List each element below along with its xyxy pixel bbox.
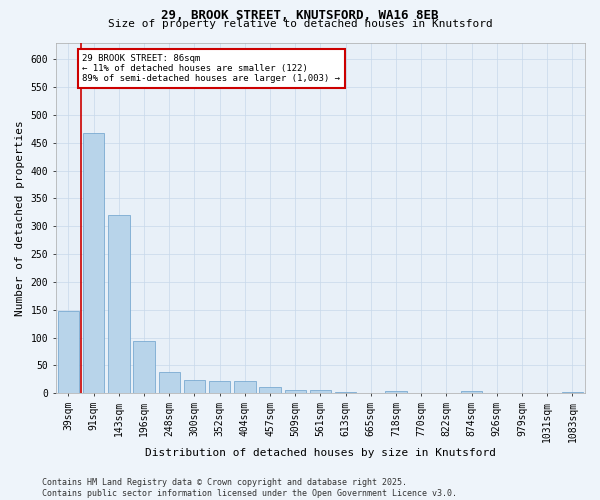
- Bar: [310, 390, 331, 393]
- Bar: [385, 391, 407, 393]
- X-axis label: Distribution of detached houses by size in Knutsford: Distribution of detached houses by size …: [145, 448, 496, 458]
- Bar: [461, 391, 482, 393]
- Bar: [108, 215, 130, 393]
- Bar: [158, 372, 180, 393]
- Bar: [284, 390, 306, 393]
- Text: 29 BROOK STREET: 86sqm
← 11% of detached houses are smaller (122)
89% of semi-de: 29 BROOK STREET: 86sqm ← 11% of detached…: [82, 54, 340, 84]
- Text: 29, BROOK STREET, KNUTSFORD, WA16 8EB: 29, BROOK STREET, KNUTSFORD, WA16 8EB: [161, 9, 439, 22]
- Bar: [209, 382, 230, 393]
- Bar: [259, 387, 281, 393]
- Bar: [562, 392, 583, 393]
- Text: Contains HM Land Registry data © Crown copyright and database right 2025.
Contai: Contains HM Land Registry data © Crown c…: [42, 478, 457, 498]
- Text: Size of property relative to detached houses in Knutsford: Size of property relative to detached ho…: [107, 19, 493, 29]
- Bar: [335, 392, 356, 393]
- Bar: [58, 311, 79, 393]
- Bar: [234, 382, 256, 393]
- Bar: [133, 342, 155, 393]
- Bar: [83, 132, 104, 393]
- Bar: [184, 380, 205, 393]
- Y-axis label: Number of detached properties: Number of detached properties: [15, 120, 25, 316]
